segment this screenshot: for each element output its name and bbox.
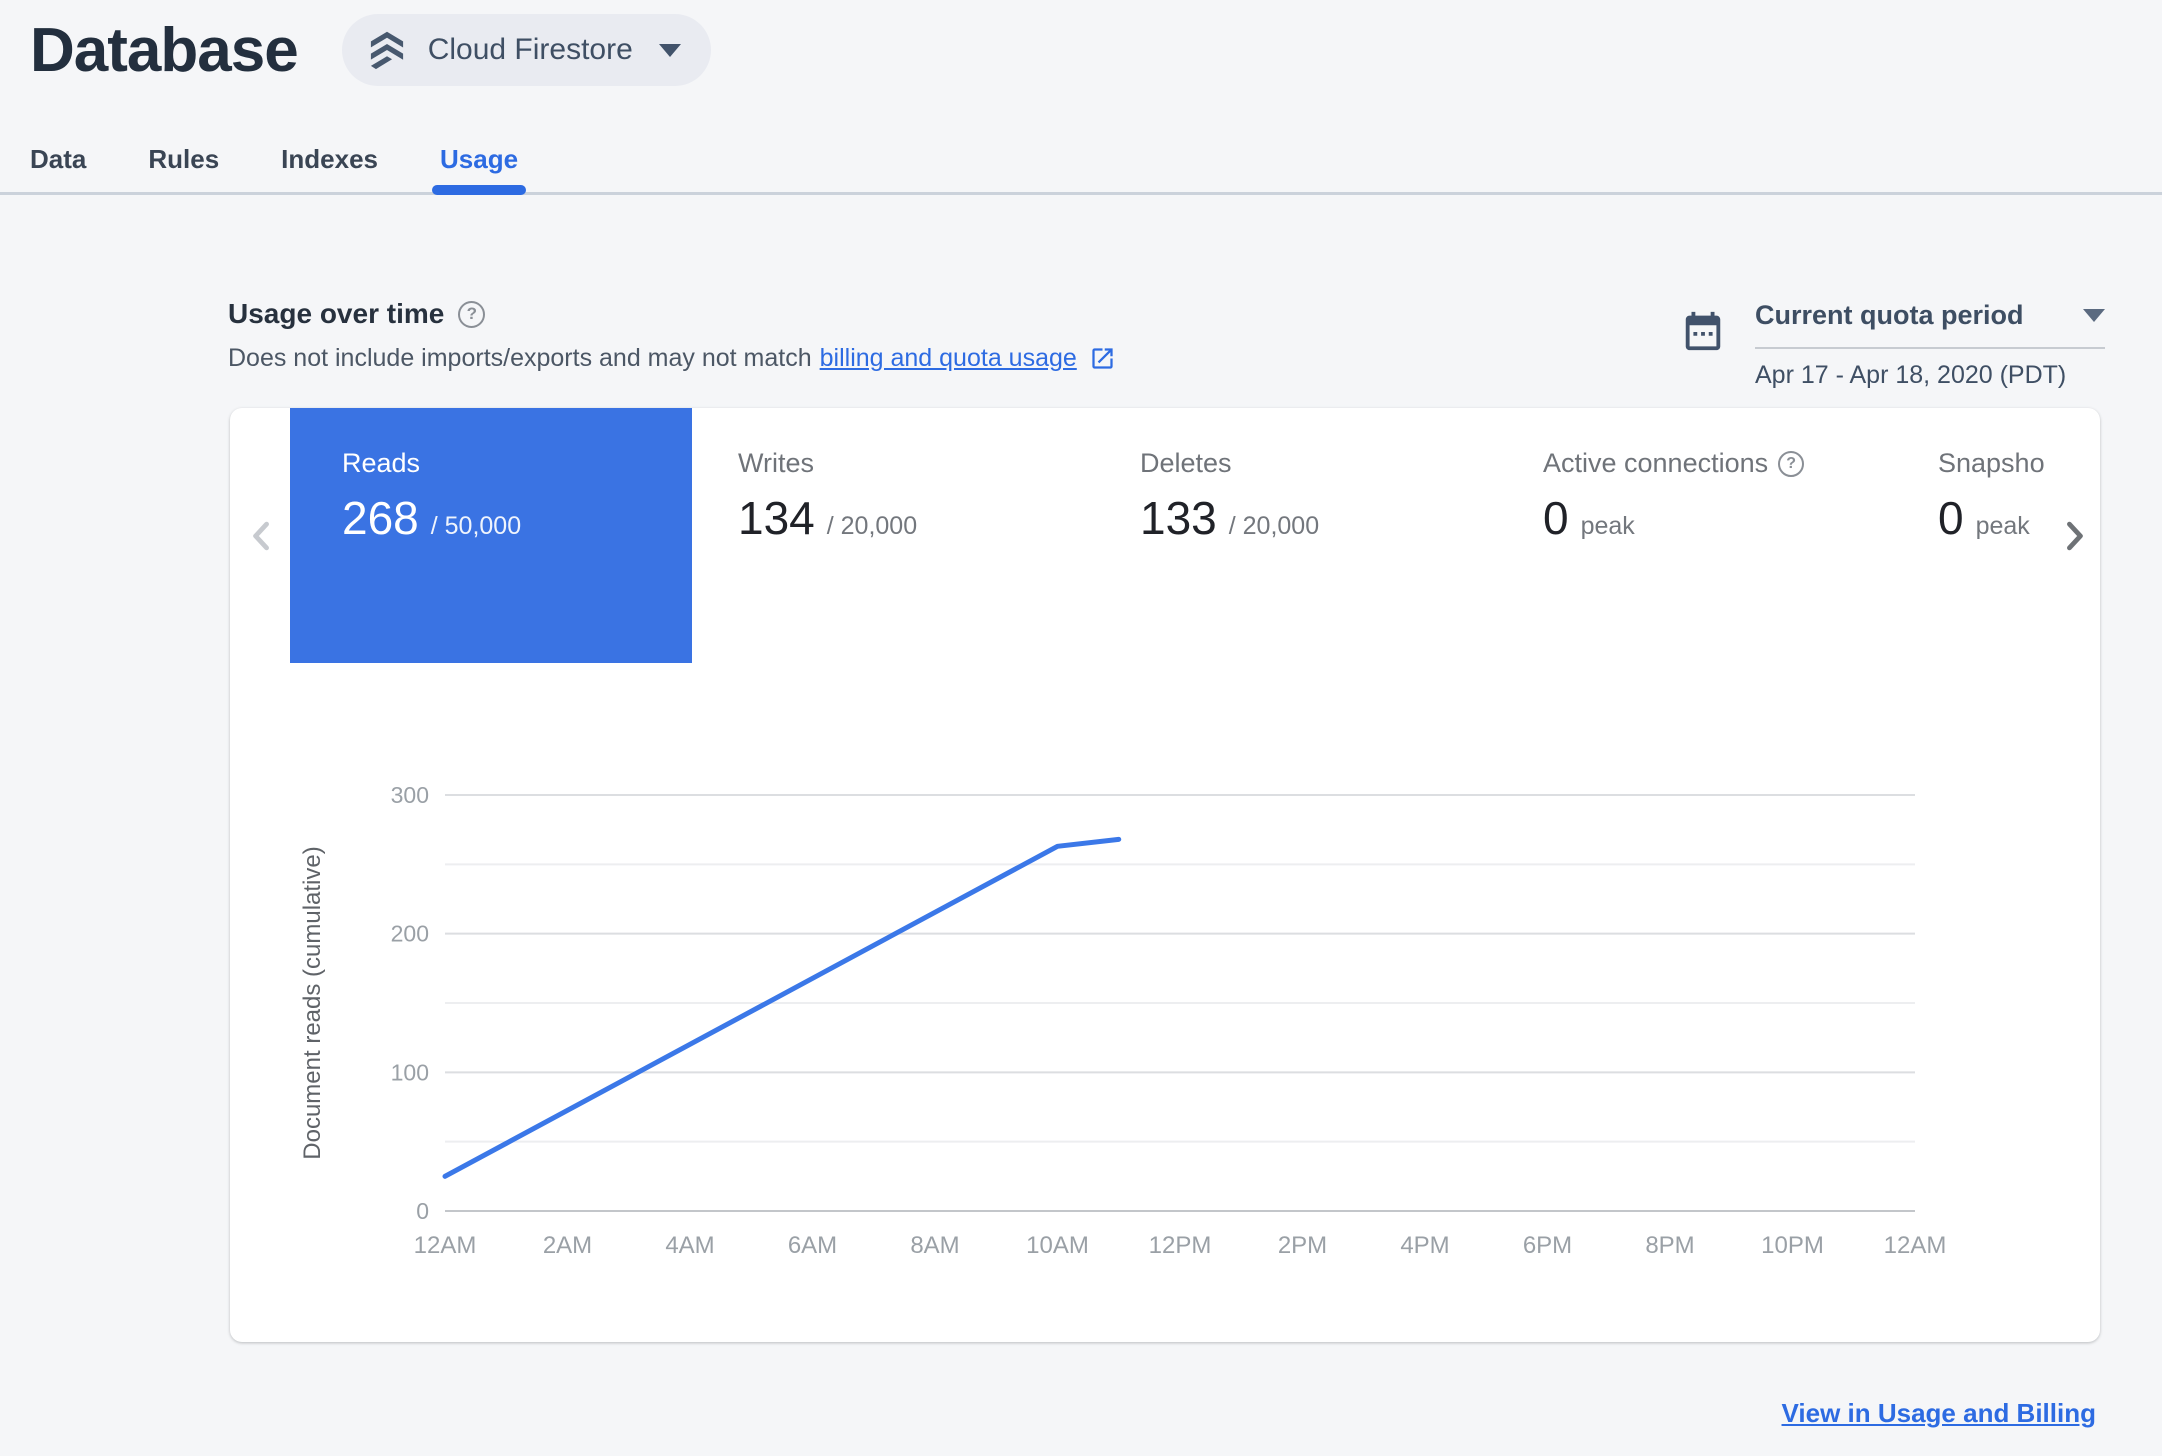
- svg-text:2AM: 2AM: [543, 1232, 592, 1259]
- svg-text:Document reads (cumulative): Document reads (cumulative): [299, 846, 326, 1159]
- svg-text:4PM: 4PM: [1400, 1232, 1449, 1259]
- metric-tab-snapshot-listeners[interactable]: Snapsho 0 peak: [1938, 408, 2102, 545]
- quota-period-selector: Current quota period Apr 17 - Apr 18, 20…: [1755, 300, 2105, 390]
- metric-label: Snapsho: [1938, 448, 2045, 478]
- metric-value: 133: [1140, 492, 1217, 544]
- svg-text:200: 200: [391, 921, 429, 947]
- subtitle-text: Does not include imports/exports and may…: [228, 344, 812, 372]
- quota-period-label: Current quota period: [1755, 300, 2024, 330]
- svg-text:2PM: 2PM: [1278, 1232, 1327, 1259]
- svg-text:12AM: 12AM: [1884, 1232, 1947, 1259]
- usage-card: Reads 268 / 50,000 Writes 134 / 20,000 D…: [230, 408, 2100, 1342]
- usage-chart-container: 0 100 200 300 12AM 2AM 4AM 6AM 8AM 10AM 12PM 2PM 4PM…: [290, 760, 2050, 1280]
- svg-text:12PM: 12PM: [1149, 1232, 1212, 1259]
- quota-date-range: Apr 17 - Apr 18, 2020 (PDT): [1755, 361, 2067, 389]
- metric-label: Active connections: [1543, 448, 1769, 478]
- metric-tab-writes[interactable]: Writes 134 / 20,000: [738, 408, 917, 545]
- metric-value: 0: [1938, 492, 1964, 544]
- carousel-next-icon[interactable]: [2052, 514, 2096, 558]
- tab-data[interactable]: Data: [30, 144, 87, 174]
- metric-suffix: peak: [1580, 512, 1635, 540]
- chevron-down-icon: [658, 43, 681, 57]
- section-title: Usage over time: [228, 298, 445, 329]
- tab-indexes[interactable]: Indexes: [281, 144, 378, 174]
- page-title: Database: [30, 15, 299, 85]
- svg-text:8PM: 8PM: [1645, 1232, 1694, 1259]
- svg-text:10AM: 10AM: [1026, 1232, 1089, 1259]
- metric-limit: / 50,000: [430, 512, 522, 540]
- calendar-icon: [1680, 308, 1726, 359]
- carousel-prev-icon[interactable]: [240, 514, 284, 558]
- metric-tab-deletes[interactable]: Deletes 133 / 20,000: [1140, 408, 1319, 545]
- metric-limit: / 20,000: [826, 512, 918, 540]
- svg-text:6AM: 6AM: [788, 1232, 837, 1259]
- usage-section-header: Usage over time ?: [228, 298, 486, 330]
- product-selector[interactable]: Cloud Firestore: [341, 14, 711, 86]
- svg-text:4AM: 4AM: [665, 1232, 714, 1259]
- tab-usage[interactable]: Usage: [431, 144, 527, 195]
- quota-period-dropdown[interactable]: Current quota period: [1755, 300, 2105, 349]
- billing-quota-link[interactable]: billing and quota usage: [819, 344, 1077, 372]
- chevron-down-icon: [2083, 309, 2105, 322]
- metric-limit: / 20,000: [1228, 512, 1320, 540]
- metric-label: Writes: [738, 448, 815, 478]
- help-icon[interactable]: ?: [458, 300, 486, 328]
- page-header: Database Cloud Firestore: [30, 14, 711, 86]
- metric-value: 268: [342, 492, 419, 544]
- metric-tab-active-connections[interactable]: Active connections ? 0 peak: [1543, 408, 1805, 545]
- external-link-icon[interactable]: [1089, 345, 1116, 372]
- metric-suffix: peak: [1975, 512, 2030, 540]
- metric-tab-reads[interactable]: Reads 268 / 50,000: [290, 408, 692, 663]
- firestore-icon: [366, 29, 408, 71]
- svg-text:0: 0: [416, 1198, 429, 1224]
- usage-section-subtitle: Does not include imports/exports and may…: [228, 344, 1116, 373]
- view-usage-billing-link[interactable]: View in Usage and Billing: [1781, 1398, 2096, 1428]
- product-selector-label: Cloud Firestore: [427, 33, 633, 66]
- svg-text:12AM: 12AM: [414, 1232, 477, 1259]
- metric-value: 134: [738, 492, 815, 544]
- metric-label: Reads: [342, 448, 421, 478]
- svg-text:10PM: 10PM: [1761, 1232, 1824, 1259]
- metric-value: 0: [1543, 492, 1569, 544]
- usage-chart: 0 100 200 300 12AM 2AM 4AM 6AM 8AM 10AM 12PM 2PM 4PM…: [299, 782, 1947, 1259]
- svg-text:6PM: 6PM: [1523, 1232, 1572, 1259]
- svg-text:300: 300: [391, 782, 429, 808]
- tab-rules[interactable]: Rules: [148, 144, 220, 174]
- svg-text:8AM: 8AM: [910, 1232, 959, 1259]
- help-icon[interactable]: ?: [1778, 450, 1805, 477]
- svg-text:100: 100: [391, 1059, 429, 1085]
- tab-bar: Data Rules Indexes Usage: [0, 142, 2162, 195]
- metric-label: Deletes: [1140, 448, 1232, 478]
